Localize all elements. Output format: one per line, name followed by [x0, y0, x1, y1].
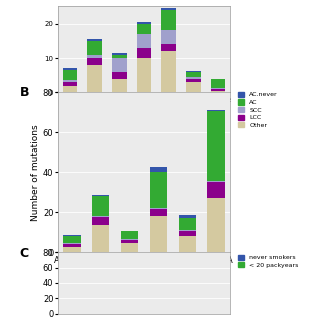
Bar: [186, 82, 201, 92]
Bar: [62, 85, 77, 92]
Bar: [211, 89, 226, 91]
Bar: [112, 53, 127, 55]
Bar: [186, 79, 201, 82]
Bar: [62, 80, 77, 82]
Bar: [121, 240, 138, 243]
Bar: [186, 77, 201, 79]
Bar: [121, 231, 138, 239]
Bar: [150, 167, 167, 172]
Bar: [112, 58, 127, 72]
Bar: [150, 208, 167, 209]
Bar: [112, 79, 127, 92]
Bar: [87, 55, 102, 58]
Bar: [137, 48, 151, 58]
Legend: AC.never, AC, SCC, LCC, Other: AC.never, AC, SCC, LCC, Other: [236, 89, 280, 131]
Bar: [63, 244, 81, 247]
Bar: [63, 235, 81, 236]
Bar: [186, 72, 201, 77]
Bar: [211, 88, 226, 89]
Bar: [63, 243, 81, 244]
Bar: [179, 230, 196, 231]
Bar: [62, 82, 77, 85]
Bar: [207, 182, 225, 198]
Bar: [161, 44, 176, 51]
Bar: [150, 172, 167, 208]
Bar: [161, 10, 176, 30]
Bar: [62, 68, 77, 70]
Bar: [63, 236, 81, 243]
Bar: [137, 24, 151, 34]
Bar: [161, 30, 176, 44]
Bar: [150, 209, 167, 216]
Bar: [179, 215, 196, 218]
Bar: [137, 34, 151, 48]
Bar: [121, 243, 138, 252]
Y-axis label: Number of mutations: Number of mutations: [31, 124, 40, 220]
Bar: [63, 247, 81, 252]
Bar: [92, 196, 109, 216]
Bar: [112, 72, 127, 79]
Bar: [137, 58, 151, 92]
Legend: never smokers, < 20 packyears: never smokers, < 20 packyears: [236, 252, 301, 270]
Bar: [186, 71, 201, 72]
Bar: [137, 22, 151, 24]
Bar: [87, 58, 102, 65]
Bar: [87, 39, 102, 41]
Bar: [179, 236, 196, 252]
Text: B: B: [20, 86, 29, 99]
Bar: [92, 217, 109, 225]
Bar: [161, 51, 176, 92]
Bar: [207, 181, 225, 182]
Bar: [207, 198, 225, 252]
Bar: [92, 195, 109, 196]
Bar: [92, 225, 109, 252]
Text: C: C: [20, 247, 29, 260]
Bar: [211, 91, 226, 92]
Bar: [62, 70, 77, 80]
Bar: [207, 111, 225, 181]
Bar: [121, 239, 138, 240]
Bar: [92, 216, 109, 217]
Bar: [161, 8, 176, 10]
Bar: [87, 65, 102, 92]
Bar: [179, 218, 196, 230]
Bar: [112, 55, 127, 58]
Bar: [150, 216, 167, 252]
Bar: [87, 41, 102, 55]
Bar: [207, 110, 225, 111]
Bar: [179, 231, 196, 236]
Bar: [211, 79, 226, 88]
